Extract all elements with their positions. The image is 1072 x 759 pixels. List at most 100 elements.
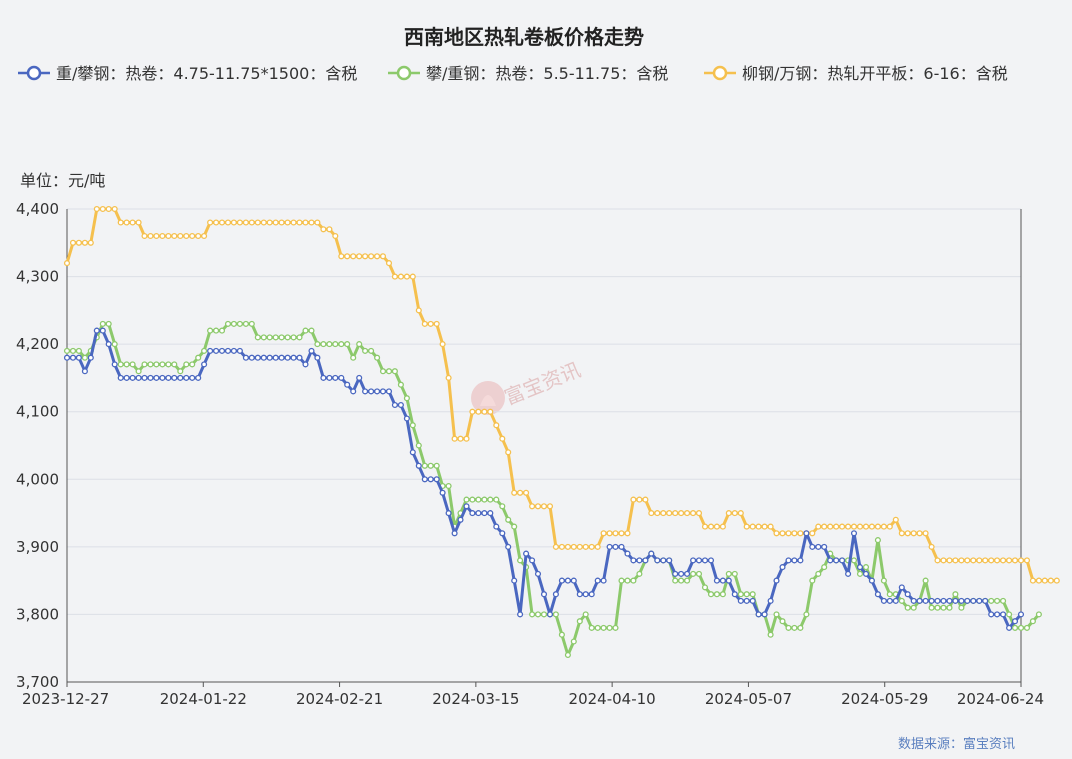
- data-point[interactable]: [600, 530, 607, 537]
- data-point[interactable]: [63, 347, 71, 354]
- data-point[interactable]: [433, 476, 440, 483]
- data-point[interactable]: [457, 435, 464, 442]
- data-point[interactable]: [332, 341, 339, 348]
- data-point[interactable]: [994, 611, 1001, 618]
- data-point[interactable]: [99, 327, 106, 334]
- data-point[interactable]: [582, 611, 589, 618]
- data-point[interactable]: [767, 597, 774, 604]
- data-point[interactable]: [630, 557, 637, 564]
- data-point[interactable]: [779, 564, 786, 571]
- data-point[interactable]: [743, 523, 750, 530]
- data-point[interactable]: [290, 219, 297, 226]
- data-point[interactable]: [546, 503, 554, 510]
- data-point[interactable]: [797, 624, 804, 631]
- data-point[interactable]: [284, 334, 291, 341]
- data-point[interactable]: [1029, 618, 1036, 625]
- data-point[interactable]: [862, 564, 870, 571]
- data-point[interactable]: [493, 422, 500, 429]
- data-point[interactable]: [230, 320, 237, 327]
- data-point[interactable]: [1006, 557, 1013, 564]
- data-point[interactable]: [147, 361, 154, 368]
- data-point[interactable]: [862, 570, 870, 577]
- data-point[interactable]: [928, 597, 935, 604]
- data-point[interactable]: [880, 523, 887, 530]
- data-point[interactable]: [773, 577, 780, 584]
- data-point[interactable]: [856, 570, 864, 577]
- data-point[interactable]: [862, 523, 870, 530]
- data-point[interactable]: [141, 232, 148, 240]
- data-point[interactable]: [982, 557, 989, 564]
- data-point[interactable]: [833, 557, 840, 564]
- data-point[interactable]: [719, 591, 726, 598]
- data-point[interactable]: [570, 543, 577, 550]
- data-point[interactable]: [314, 341, 321, 348]
- data-point[interactable]: [666, 557, 673, 564]
- data-point[interactable]: [839, 523, 846, 530]
- data-point[interactable]: [1035, 577, 1042, 584]
- data-point[interactable]: [791, 624, 798, 631]
- data-point[interactable]: [159, 361, 166, 368]
- data-point[interactable]: [1000, 557, 1007, 564]
- data-point[interactable]: [379, 253, 387, 260]
- data-point[interactable]: [785, 530, 792, 537]
- data-point[interactable]: [63, 260, 71, 267]
- data-point[interactable]: [1041, 577, 1048, 584]
- data-point[interactable]: [570, 638, 577, 645]
- data-point[interactable]: [487, 496, 494, 503]
- data-point[interactable]: [719, 523, 726, 530]
- data-point[interactable]: [934, 597, 941, 604]
- data-point[interactable]: [988, 611, 995, 618]
- data-point[interactable]: [534, 570, 542, 577]
- data-point[interactable]: [558, 577, 565, 584]
- data-point[interactable]: [743, 591, 750, 598]
- data-point[interactable]: [218, 327, 226, 334]
- data-point[interactable]: [791, 557, 798, 564]
- data-point[interactable]: [362, 347, 369, 354]
- data-point[interactable]: [379, 388, 387, 395]
- data-point[interactable]: [230, 347, 237, 354]
- data-point[interactable]: [487, 510, 494, 517]
- data-point[interactable]: [415, 462, 422, 469]
- data-point[interactable]: [880, 597, 887, 604]
- data-point[interactable]: [1011, 557, 1019, 564]
- data-point[interactable]: [785, 557, 792, 564]
- data-point[interactable]: [427, 320, 434, 327]
- data-point[interactable]: [266, 219, 273, 226]
- data-point[interactable]: [821, 564, 828, 571]
- data-point[interactable]: [713, 523, 720, 530]
- data-point[interactable]: [654, 510, 661, 517]
- data-point[interactable]: [266, 354, 273, 361]
- data-point[interactable]: [517, 611, 524, 618]
- data-point[interactable]: [922, 530, 929, 537]
- data-point[interactable]: [886, 523, 893, 530]
- data-point[interactable]: [171, 361, 178, 368]
- data-point[interactable]: [242, 320, 249, 327]
- data-point[interactable]: [260, 219, 267, 226]
- data-point[interactable]: [69, 354, 77, 361]
- data-point[interactable]: [701, 557, 709, 564]
- data-point[interactable]: [850, 523, 858, 530]
- data-point[interactable]: [660, 557, 667, 564]
- data-point[interactable]: [207, 347, 214, 354]
- data-point[interactable]: [809, 543, 816, 550]
- data-point[interactable]: [451, 435, 458, 442]
- data-point[interactable]: [165, 232, 172, 240]
- data-point[interactable]: [588, 543, 595, 550]
- data-point[interactable]: [797, 530, 804, 537]
- data-point[interactable]: [481, 510, 488, 517]
- data-point[interactable]: [296, 219, 303, 226]
- data-point[interactable]: [409, 422, 416, 429]
- data-point[interactable]: [767, 631, 774, 638]
- data-point[interactable]: [952, 597, 959, 604]
- data-point[interactable]: [576, 543, 583, 550]
- data-point[interactable]: [463, 496, 470, 503]
- data-point[interactable]: [606, 530, 613, 537]
- data-point[interactable]: [368, 347, 375, 354]
- data-point[interactable]: [391, 368, 398, 375]
- data-point[interactable]: [868, 577, 875, 584]
- data-point[interactable]: [755, 523, 762, 530]
- data-point[interactable]: [821, 543, 828, 550]
- data-point[interactable]: [368, 253, 375, 260]
- data-point[interactable]: [475, 408, 482, 415]
- data-point[interactable]: [147, 374, 154, 381]
